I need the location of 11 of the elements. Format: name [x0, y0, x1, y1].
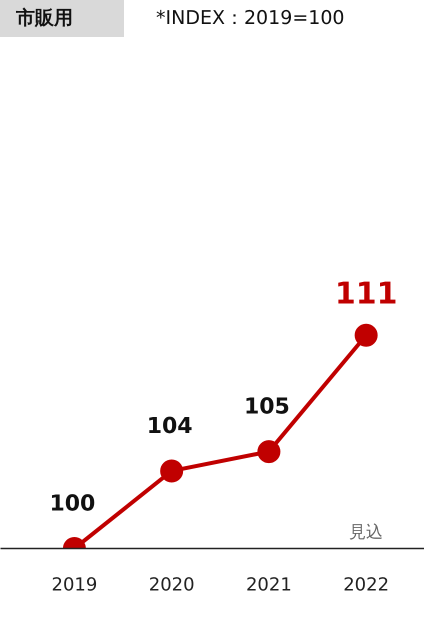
data-label: 111 — [334, 276, 398, 312]
chart-subtitle: *INDEX：2019=100 — [156, 6, 345, 31]
annotation: 見込 — [349, 522, 384, 542]
data-label: 104 — [146, 414, 193, 439]
x-tick-label: 2020 — [148, 574, 195, 596]
x-tick-label: 2021 — [246, 574, 292, 596]
x-tick-label: 2022 — [343, 574, 390, 596]
x-tick-label: 2019 — [52, 574, 98, 596]
chart-title: 市販用 — [0, 0, 124, 38]
data-label: 105 — [244, 394, 290, 420]
data-label: 100 — [49, 492, 96, 516]
